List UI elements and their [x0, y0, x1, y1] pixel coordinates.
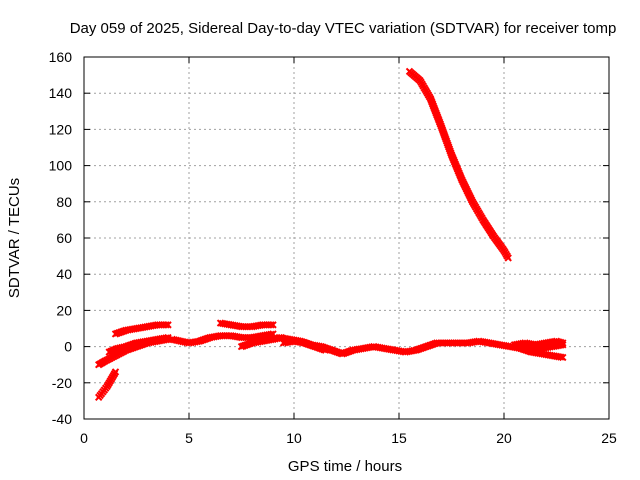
- y-tick-label: 100: [49, 158, 73, 174]
- series-track-day-mid: [168, 330, 277, 347]
- data-point: [504, 254, 512, 262]
- data-point: [559, 339, 567, 347]
- series-track-high: [405, 67, 512, 262]
- y-tick-label: 120: [49, 121, 73, 137]
- data-point: [164, 321, 172, 329]
- data-point: [556, 353, 565, 361]
- x-tick-label: 10: [286, 430, 302, 446]
- data-point: [269, 321, 277, 329]
- data-point: [162, 334, 170, 342]
- series-track-day-upper: [216, 319, 277, 331]
- x-tick-label: 25: [601, 430, 617, 446]
- y-tick-label: 160: [49, 49, 73, 65]
- y-tick-label: 60: [56, 230, 72, 246]
- series-track-early-drop: [94, 368, 120, 401]
- y-tick-label: 20: [56, 302, 72, 318]
- series-track-afternoon-2: [279, 337, 330, 354]
- y-tick-label: -40: [52, 411, 72, 427]
- ticks: 0 5 10 15 20 25 -40 -20 0 20 40 60 80 100 120 140 160: [49, 49, 617, 446]
- data-point: [559, 353, 567, 362]
- y-tick-label: 0: [64, 339, 72, 355]
- series-track-late-a: [510, 337, 567, 349]
- y-tick-label: 80: [56, 194, 72, 210]
- data-points: [94, 67, 567, 401]
- data-point: [267, 321, 275, 329]
- grid: [84, 57, 609, 419]
- x-tick-label: 20: [496, 430, 512, 446]
- y-tick-label: -20: [52, 375, 72, 391]
- x-tick-label: 5: [185, 430, 193, 446]
- data-point: [321, 346, 330, 354]
- data-point: [162, 321, 170, 329]
- x-tick-label: 0: [80, 430, 88, 446]
- series-track-upper-early: [111, 321, 172, 338]
- series-track-mid-early: [105, 333, 172, 356]
- data-point: [164, 333, 172, 342]
- y-tick-label: 140: [49, 85, 73, 101]
- y-axis-label: SDTVAR / TECUs: [6, 178, 23, 298]
- x-axis-label: GPS time / hours: [288, 458, 402, 475]
- y-tick-label: 40: [56, 266, 72, 282]
- series-track-late-b: [517, 344, 567, 362]
- chart-title: Day 059 of 2025, Sidereal Day-to-day VTE…: [70, 20, 617, 37]
- x-tick-label: 15: [391, 430, 407, 446]
- data-point: [111, 368, 120, 376]
